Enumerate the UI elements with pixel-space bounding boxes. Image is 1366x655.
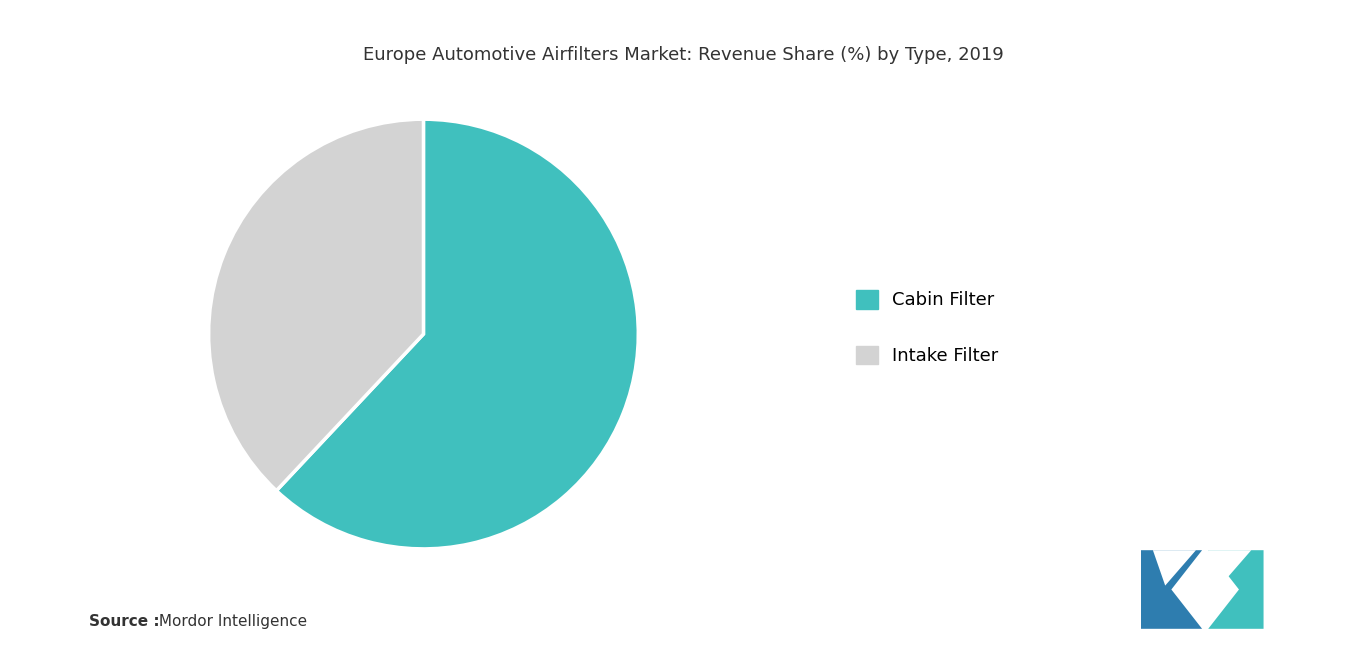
Wedge shape — [209, 119, 423, 491]
Text: Europe Automotive Airfilters Market: Revenue Share (%) by Type, 2019: Europe Automotive Airfilters Market: Rev… — [362, 46, 1004, 64]
Legend: Cabin Filter, Intake Filter: Cabin Filter, Intake Filter — [856, 290, 999, 365]
Polygon shape — [1208, 550, 1251, 586]
Wedge shape — [276, 119, 638, 549]
Text: Mordor Intelligence: Mordor Intelligence — [154, 614, 307, 629]
Polygon shape — [1153, 550, 1197, 586]
Polygon shape — [1208, 550, 1264, 629]
Text: Source :: Source : — [89, 614, 160, 629]
Polygon shape — [1141, 550, 1202, 629]
